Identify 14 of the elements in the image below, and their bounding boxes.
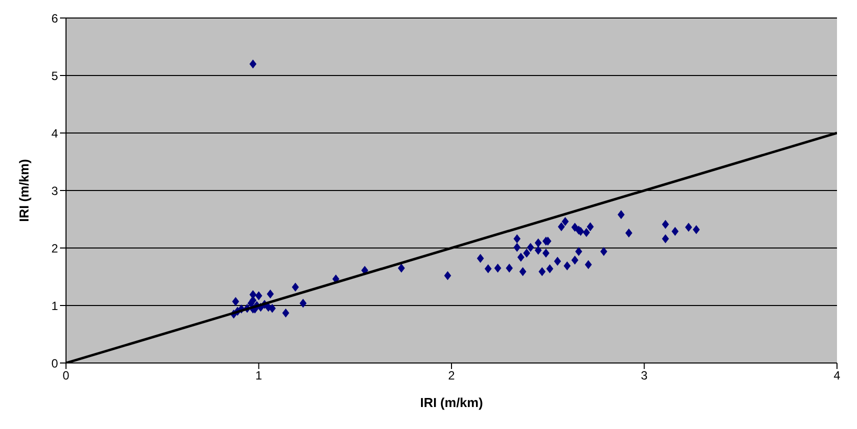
x-tick-label: 3 <box>640 368 648 383</box>
y-tick-label: 6 <box>51 11 58 26</box>
y-tick-label: 1 <box>51 298 58 313</box>
y-tick-label: 4 <box>51 126 58 140</box>
x-tick-label: 0 <box>62 368 70 383</box>
x-tick-label: 2 <box>448 368 456 383</box>
y-tick-label: 0 <box>51 356 58 370</box>
x-tick-label: 1 <box>255 368 262 383</box>
y-tick-label: 3 <box>51 184 58 198</box>
x-tick-label: 4 <box>834 368 841 383</box>
x-axis-title: IRI (m/km) <box>420 395 483 410</box>
y-axis-title: IRI (m/km) <box>16 159 32 222</box>
y-tick-label: 5 <box>51 68 58 83</box>
y-tick-label: 2 <box>51 241 58 256</box>
